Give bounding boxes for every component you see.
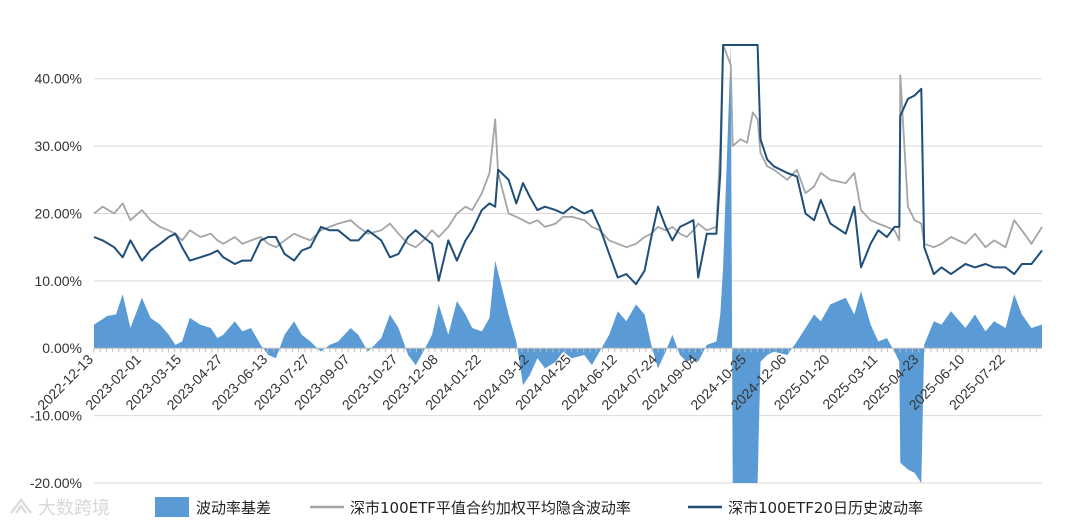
- watermark-text: 大数跨境: [38, 498, 110, 519]
- legend: 波动率基差 深市100ETF平值合约加权平均隐含波动率 深市100ETF20日历…: [155, 497, 923, 517]
- watermark-logo-icon: [10, 498, 32, 514]
- legend-label-basis: 波动率基差: [196, 499, 271, 517]
- y-tick-label: 30.00%: [35, 138, 82, 154]
- y-tick-label: -10.00%: [30, 408, 82, 424]
- series-historical-line: [93, 44, 1043, 286]
- legend-label-implied: 深市100ETF平值合约加权平均隐含波动率: [350, 499, 631, 517]
- x-axis-ticks: [93, 348, 1037, 353]
- y-tick-label: -20.00%: [30, 475, 82, 491]
- legend-item-implied: 深市100ETF平值合约加权平均隐含波动率: [310, 499, 631, 517]
- gridlines: [94, 78, 1042, 484]
- watermark: 大数跨境: [8, 494, 110, 520]
- y-axis-labels: -20.00% -10.00% 0.00% 10.00% 20.00% 30.00% 40.…: [30, 71, 82, 491]
- line-layer: [93, 44, 1043, 286]
- y-tick-label: 40.00%: [35, 71, 82, 87]
- y-tick-label: 0.00%: [42, 340, 82, 356]
- y-tick-label: 10.00%: [35, 273, 82, 289]
- legend-item-basis: 波动率基差: [155, 497, 271, 517]
- legend-item-historical: 深市100ETF20日历史波动率: [688, 499, 923, 517]
- legend-swatch-basis: [155, 497, 189, 517]
- y-tick-label: 20.00%: [35, 205, 82, 221]
- x-axis-labels: 2022-12-132023-02-012023-03-152023-04-27…: [34, 351, 1008, 413]
- legend-label-historical: 深市100ETF20日历史波动率: [728, 499, 923, 517]
